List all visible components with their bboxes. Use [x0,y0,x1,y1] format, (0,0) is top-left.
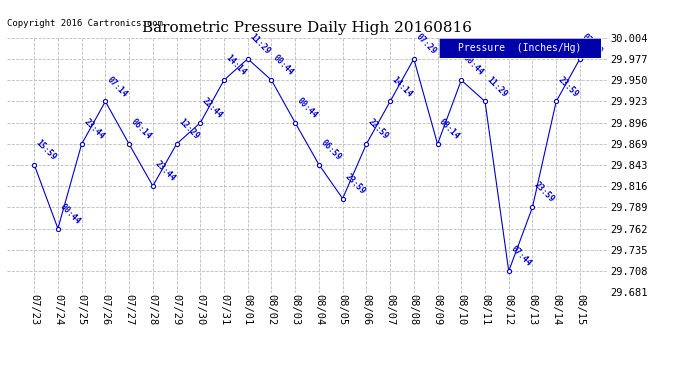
Text: 06:59: 06:59 [319,138,343,162]
Text: 14:14: 14:14 [224,53,248,77]
Text: 07:29: 07:29 [414,32,438,56]
Text: 00:44: 00:44 [295,96,319,120]
Title: Barometric Pressure Daily High 20160816: Barometric Pressure Daily High 20160816 [142,21,472,35]
Text: 00:44: 00:44 [462,53,485,77]
Text: 08:14: 08:14 [437,117,462,141]
Text: 23:59: 23:59 [556,75,580,99]
Text: 06:14: 06:14 [129,117,153,141]
Text: 07:59: 07:59 [580,32,604,56]
Text: 11:29: 11:29 [248,32,272,56]
Text: Copyright 2016 Cartronics.com: Copyright 2016 Cartronics.com [7,19,163,28]
Text: 22:44: 22:44 [200,96,224,120]
Text: 14:14: 14:14 [390,75,414,99]
Text: 12:29: 12:29 [177,117,201,141]
Text: 23:44: 23:44 [81,117,106,141]
Text: 07:14: 07:14 [106,75,130,99]
Text: 22:59: 22:59 [366,117,391,141]
Text: 00:44: 00:44 [58,202,82,226]
Text: 07:44: 07:44 [509,244,533,268]
Text: 15:59: 15:59 [34,138,58,162]
Text: 00:44: 00:44 [271,53,295,77]
Text: 23:59: 23:59 [533,180,557,204]
Text: 11:29: 11:29 [485,75,509,99]
Text: 23:59: 23:59 [343,172,366,196]
Text: 23:44: 23:44 [152,159,177,183]
